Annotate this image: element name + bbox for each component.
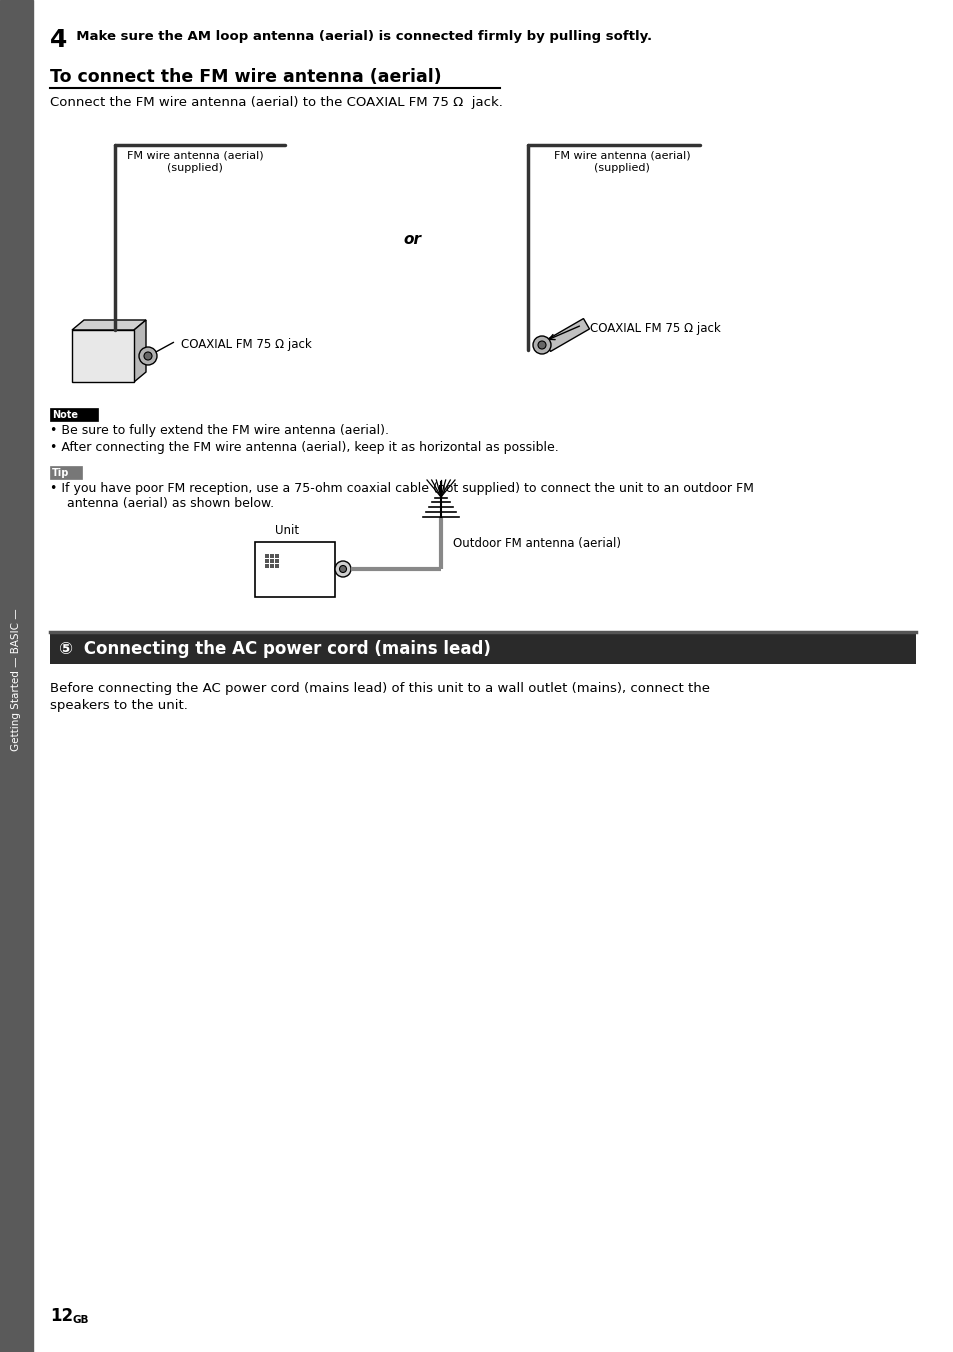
Text: Outdoor FM antenna (aerial): Outdoor FM antenna (aerial)	[453, 538, 620, 550]
Bar	[274, 558, 278, 562]
Polygon shape	[71, 320, 146, 330]
Text: Before connecting the AC power cord (mains lead) of this unit to a wall outlet (: Before connecting the AC power cord (mai…	[50, 681, 709, 695]
Text: Connect the FM wire antenna (aerial) to the COAXIAL FM 75 Ω  jack.: Connect the FM wire antenna (aerial) to …	[50, 96, 502, 110]
Text: Getting Started — BASIC —: Getting Started — BASIC —	[11, 608, 21, 752]
Circle shape	[339, 565, 346, 572]
Bar	[254, 542, 335, 598]
Text: 12: 12	[50, 1307, 73, 1325]
Text: GB: GB	[73, 1315, 90, 1325]
Circle shape	[144, 352, 152, 360]
Polygon shape	[133, 320, 146, 383]
Circle shape	[335, 561, 351, 577]
Text: or: or	[402, 233, 420, 247]
Bar	[71, 330, 133, 383]
Text: Connecting the AC power cord (mains lead): Connecting the AC power cord (mains lead…	[78, 639, 491, 658]
Text: ⑤: ⑤	[58, 639, 72, 658]
Text: • After connecting the FM wire antenna (aerial), keep it as horizontal as possib: • After connecting the FM wire antenna (…	[50, 441, 558, 454]
Text: FM wire antenna (aerial)
(supplied): FM wire antenna (aerial) (supplied)	[127, 150, 263, 173]
Text: To connect the FM wire antenna (aerial): To connect the FM wire antenna (aerial)	[50, 68, 441, 87]
Bar	[270, 554, 274, 558]
Text: COAXIAL FM 75 Ω jack: COAXIAL FM 75 Ω jack	[589, 322, 720, 335]
Text: antenna (aerial) as shown below.: antenna (aerial) as shown below.	[67, 498, 274, 510]
Text: 4: 4	[50, 28, 68, 51]
Bar	[270, 558, 274, 562]
Bar	[50, 466, 82, 479]
Text: Note: Note	[52, 410, 78, 419]
Circle shape	[533, 337, 551, 354]
Text: • If you have poor FM reception, use a 75-ohm coaxial cable (not supplied) to co: • If you have poor FM reception, use a 7…	[50, 483, 753, 495]
Circle shape	[537, 341, 545, 349]
Text: speakers to the unit.: speakers to the unit.	[50, 699, 188, 713]
Bar	[265, 554, 269, 558]
Bar	[265, 558, 269, 562]
Text: COAXIAL FM 75 Ω jack: COAXIAL FM 75 Ω jack	[181, 338, 312, 352]
Bar	[265, 564, 269, 568]
Bar	[50, 634, 915, 664]
Bar	[274, 554, 278, 558]
Text: FM wire antenna (aerial)
(supplied): FM wire antenna (aerial) (supplied)	[553, 150, 690, 173]
Text: • Be sure to fully extend the FM wire antenna (aerial).: • Be sure to fully extend the FM wire an…	[50, 425, 389, 437]
Text: Tip: Tip	[52, 468, 70, 477]
Bar	[0, 0, 33, 1352]
Circle shape	[139, 347, 157, 365]
Bar	[270, 564, 274, 568]
Polygon shape	[544, 319, 589, 352]
Bar	[50, 408, 98, 420]
Text: Make sure the AM loop antenna (aerial) is connected firmly by pulling softly.: Make sure the AM loop antenna (aerial) i…	[67, 30, 652, 43]
Text: Unit: Unit	[274, 525, 299, 537]
Bar	[274, 564, 278, 568]
